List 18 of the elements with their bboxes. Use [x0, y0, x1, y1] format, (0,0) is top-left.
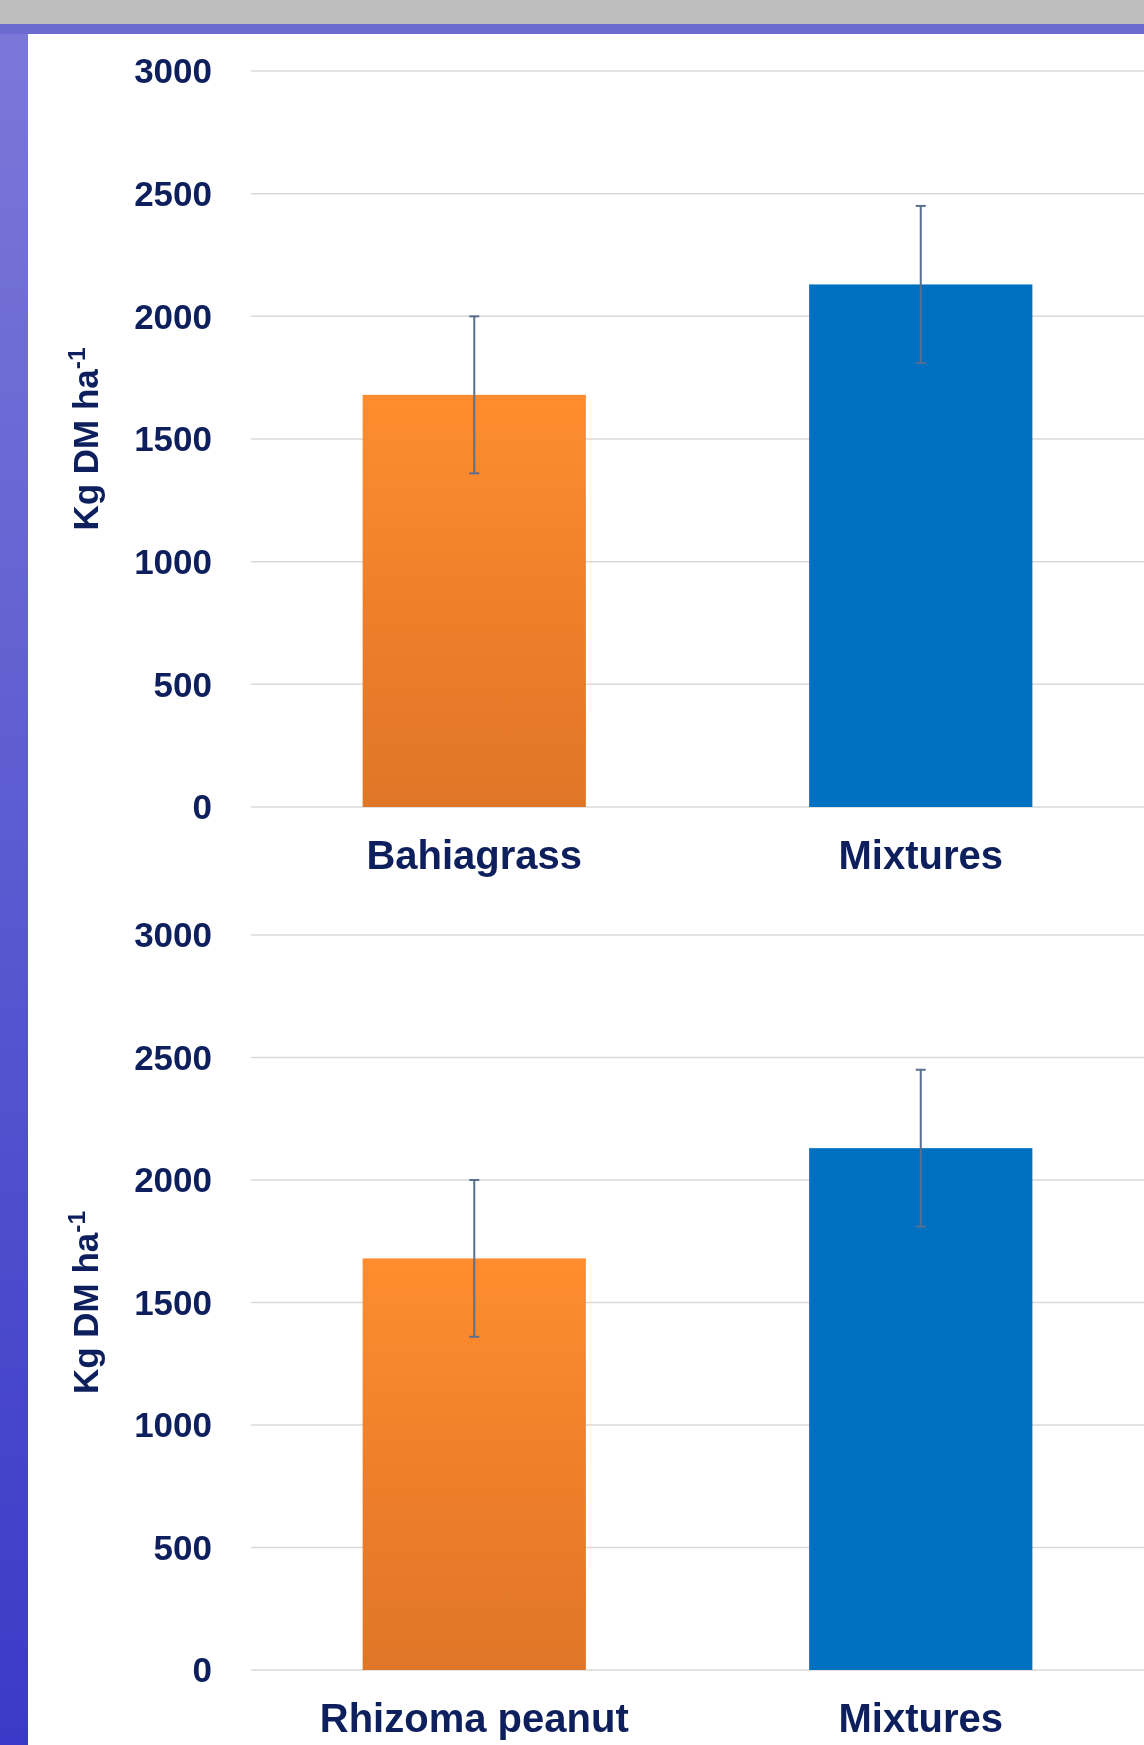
y-tick-label: 2500	[134, 1037, 212, 1077]
y-tick-label: 3000	[134, 51, 212, 91]
y-tick-label: 3000	[134, 915, 212, 955]
x-tick-label: Bahiagrass	[366, 833, 583, 877]
y-tick-label: 0	[192, 787, 212, 827]
y-tick-label: 1000	[134, 541, 212, 581]
y-tick-label: 2000	[134, 1160, 212, 1200]
x-tick-label: Rhizoma peanut	[319, 1696, 629, 1740]
y-tick-label: 500	[153, 664, 212, 704]
x-tick-label: Mixtures	[838, 1696, 1003, 1740]
y-tick-label: 2500	[134, 173, 212, 213]
x-tick-label: Mixtures	[838, 833, 1003, 877]
y-tick-label: 1000	[134, 1405, 212, 1445]
y-tick-label: 1500	[134, 419, 212, 459]
y-tick-label: 0	[192, 1650, 212, 1690]
y-tick-label: 1500	[134, 1282, 212, 1322]
y-tick-label: 500	[153, 1527, 212, 1567]
y-tick-label: 2000	[134, 296, 212, 336]
